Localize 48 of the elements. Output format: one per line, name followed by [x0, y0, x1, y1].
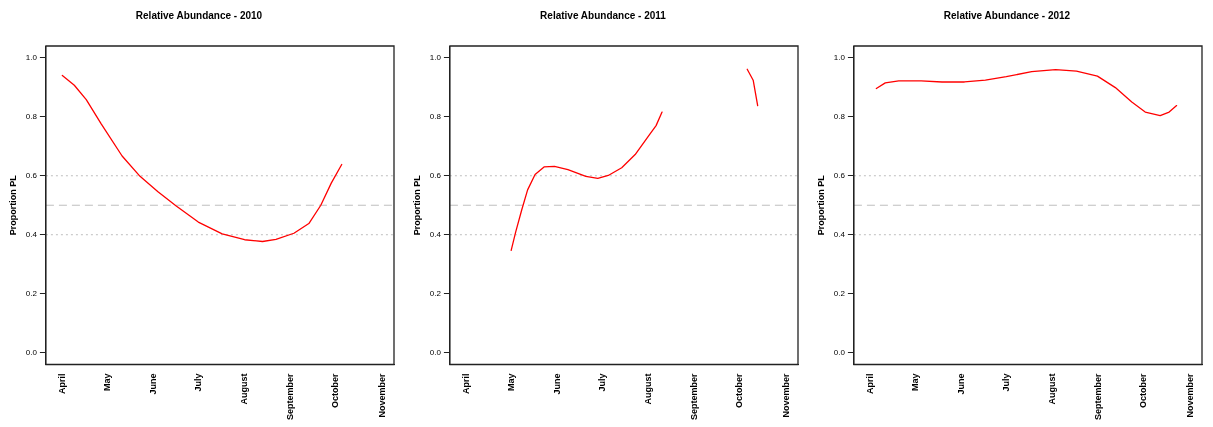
y-axis-title: Proportion PL — [411, 174, 422, 236]
x-tick-label: July — [192, 373, 203, 392]
x-tick-label: June — [147, 373, 158, 395]
x-tick-label: April — [56, 373, 67, 394]
y-tick-label: 0.2 — [25, 288, 38, 298]
chart-title: Relative Abundance - 2010 — [135, 9, 263, 21]
x-tick-label: April — [460, 373, 471, 394]
x-tick-label: November — [376, 372, 387, 418]
y-tick-label: 1.0 — [429, 53, 442, 62]
y-axis-title: Proportion PL — [815, 174, 826, 236]
y-tick-label: 1.0 — [25, 53, 38, 62]
y-tick-label: 0.0 — [25, 347, 38, 357]
x-tick-label: August — [239, 373, 250, 405]
x-tick-label: June — [551, 373, 562, 395]
y-tick-label: 0.8 — [833, 111, 846, 121]
x-tick-label: September — [1093, 373, 1104, 421]
y-tick-label: 0.0 — [429, 347, 442, 357]
x-tick-label: April — [864, 373, 875, 394]
x-tick-label: October — [1138, 373, 1149, 408]
x-tick-label: November — [1184, 372, 1195, 418]
x-tick-label: May — [909, 373, 920, 391]
x-tick-label: May — [505, 373, 516, 391]
x-tick-label: October — [734, 373, 745, 408]
y-tick-label: 0.2 — [833, 288, 846, 298]
x-tick-label: July — [1000, 373, 1011, 392]
x-tick-label: June — [955, 373, 966, 395]
y-tick-label: 0.4 — [429, 229, 442, 239]
x-tick-label: September — [689, 373, 700, 421]
y-axis-title: Proportion PL — [7, 174, 18, 236]
chart-title: Relative Abundance - 2011 — [540, 9, 667, 21]
y-tick-label: 0.0 — [833, 347, 846, 357]
y-tick-label: 0.6 — [833, 170, 846, 180]
y-tick-label: 0.6 — [25, 170, 38, 180]
y-tick-label: 0.8 — [25, 111, 38, 121]
x-tick-label: September — [285, 373, 296, 421]
x-tick-label: July — [596, 373, 607, 392]
chart-title: Relative Abundance - 2012 — [943, 9, 1071, 21]
x-tick-label: August — [1047, 373, 1058, 405]
x-tick-label: October — [330, 373, 341, 408]
y-tick-label: 0.4 — [25, 229, 38, 239]
y-tick-label: 0.8 — [429, 111, 442, 121]
y-tick-label: 0.6 — [429, 170, 442, 180]
x-tick-label: August — [643, 373, 654, 405]
y-tick-label: 0.2 — [429, 288, 442, 298]
y-tick-label: 1.0 — [833, 53, 846, 62]
y-tick-label: 0.4 — [833, 229, 846, 239]
x-tick-label: May — [101, 373, 112, 391]
x-tick-label: November — [780, 372, 791, 418]
